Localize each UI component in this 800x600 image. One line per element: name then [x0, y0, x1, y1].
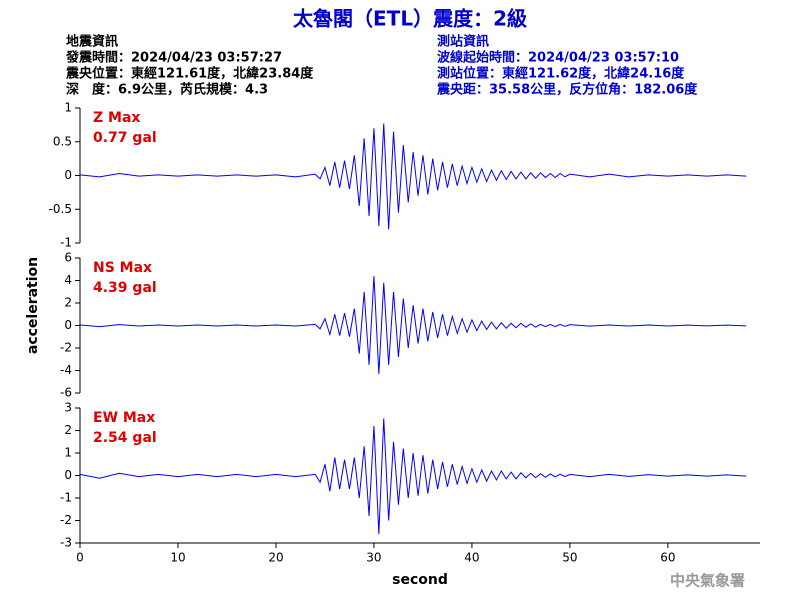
chart-title: 太魯閣（ETL）震度：2級 [293, 7, 527, 31]
annotation: NS Max [93, 260, 152, 276]
y-tick-label: 4 [64, 273, 72, 287]
info-line: 波線起始時間：2024/04/23 03:57:10 [437, 50, 679, 66]
y-tick-label: -3 [60, 536, 72, 550]
info-line: 震央位置：東經121.61度，北緯23.84度 [65, 66, 314, 82]
y-tick-label: -1 [60, 236, 72, 250]
annotation: 2.54 gal [93, 430, 157, 446]
y-tick-label: 0 [64, 318, 72, 332]
y-tick-label: -2 [60, 341, 72, 355]
watermark: 中央氣象署 [670, 572, 745, 590]
x-axis-label: second [392, 572, 448, 588]
y-tick-label: 1 [64, 101, 72, 115]
y-tick-label: 0.5 [53, 134, 72, 148]
y-tick-label: 0 [64, 468, 72, 482]
y-tick-label: 2 [64, 296, 72, 310]
annotation: 0.77 gal [93, 130, 157, 146]
info-line: 震央距：35.58公里，反方位角：182.06度 [436, 82, 698, 98]
annotation: EW Max [93, 410, 155, 426]
y-tick-label: -2 [60, 513, 72, 527]
info-line: 發震時間：2024/04/23 03:57:27 [65, 50, 282, 66]
annotation: 4.39 gal [93, 280, 157, 296]
y-tick-label: -6 [60, 386, 72, 400]
x-tick-label: 0 [76, 551, 84, 565]
x-tick-label: 30 [366, 551, 381, 565]
y-tick-label: 1 [64, 446, 72, 460]
y-tick-label: 2 [64, 423, 72, 437]
y-tick-label: 0 [64, 168, 72, 182]
info-line: 測站位置：東經121.62度，北緯24.16度 [437, 66, 685, 82]
info-line: 地震資訊 [66, 34, 118, 50]
y-tick-label: 6 [64, 251, 72, 265]
info-line: 測站資訊 [437, 34, 489, 50]
x-tick-label: 60 [660, 551, 675, 565]
y-tick-label: 3 [64, 401, 72, 415]
x-tick-label: 40 [464, 551, 479, 565]
y-tick-label: -1 [60, 491, 72, 505]
x-tick-label: 10 [170, 551, 185, 565]
waveform [79, 276, 747, 374]
y-tick-label: -4 [60, 363, 72, 377]
waveform [79, 418, 747, 535]
y-axis-label: acceleration [25, 257, 41, 354]
info-line: 深 度：6.9公里，芮氏規模：4.3 [66, 82, 268, 98]
y-tick-label: -0.5 [49, 202, 72, 216]
waveform [79, 123, 747, 230]
x-tick-label: 50 [562, 551, 577, 565]
annotation: Z Max [93, 110, 140, 126]
x-tick-label: 20 [268, 551, 283, 565]
